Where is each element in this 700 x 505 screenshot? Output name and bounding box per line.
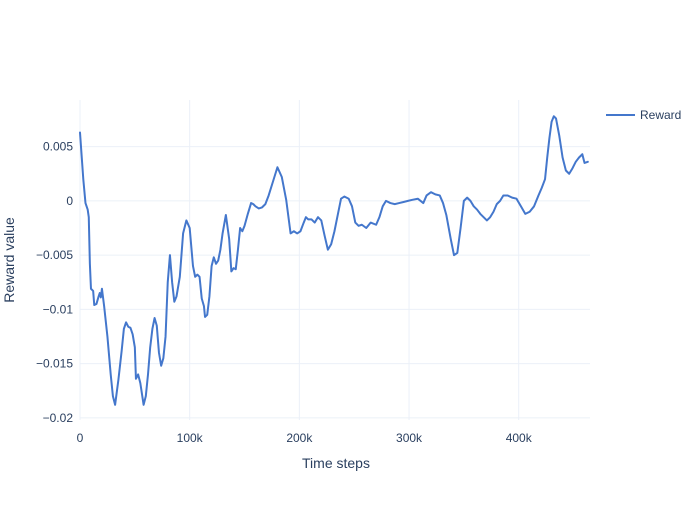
data-layer (79, 115, 589, 406)
legend[interactable]: Reward (606, 108, 681, 122)
y-tick-label: −0.02 (43, 411, 74, 425)
x-tick-label: 300k (396, 431, 423, 445)
x-tick-label: 200k (286, 431, 313, 445)
y-tick-label: 0 (66, 194, 73, 208)
y-axis-title: Reward value (1, 217, 17, 303)
legend-label: Reward (640, 108, 681, 122)
x-tick-label: 400k (506, 431, 533, 445)
y-tick-label: 0.005 (43, 140, 73, 154)
x-tick-label: 100k (177, 431, 204, 445)
grid-layer (79, 100, 590, 420)
y-tick-label: −0.01 (43, 302, 74, 316)
x-tick-label: 0 (77, 431, 84, 445)
axis-layer: 0 100k 200k 300k 400k 0.005 0 −0.005 −0.01 −0.015… (1, 140, 533, 471)
y-tick-label: −0.005 (36, 248, 73, 262)
reward-series-line (79, 115, 589, 406)
x-axis-title: Time steps (302, 455, 370, 471)
y-tick-label: −0.015 (36, 357, 73, 371)
